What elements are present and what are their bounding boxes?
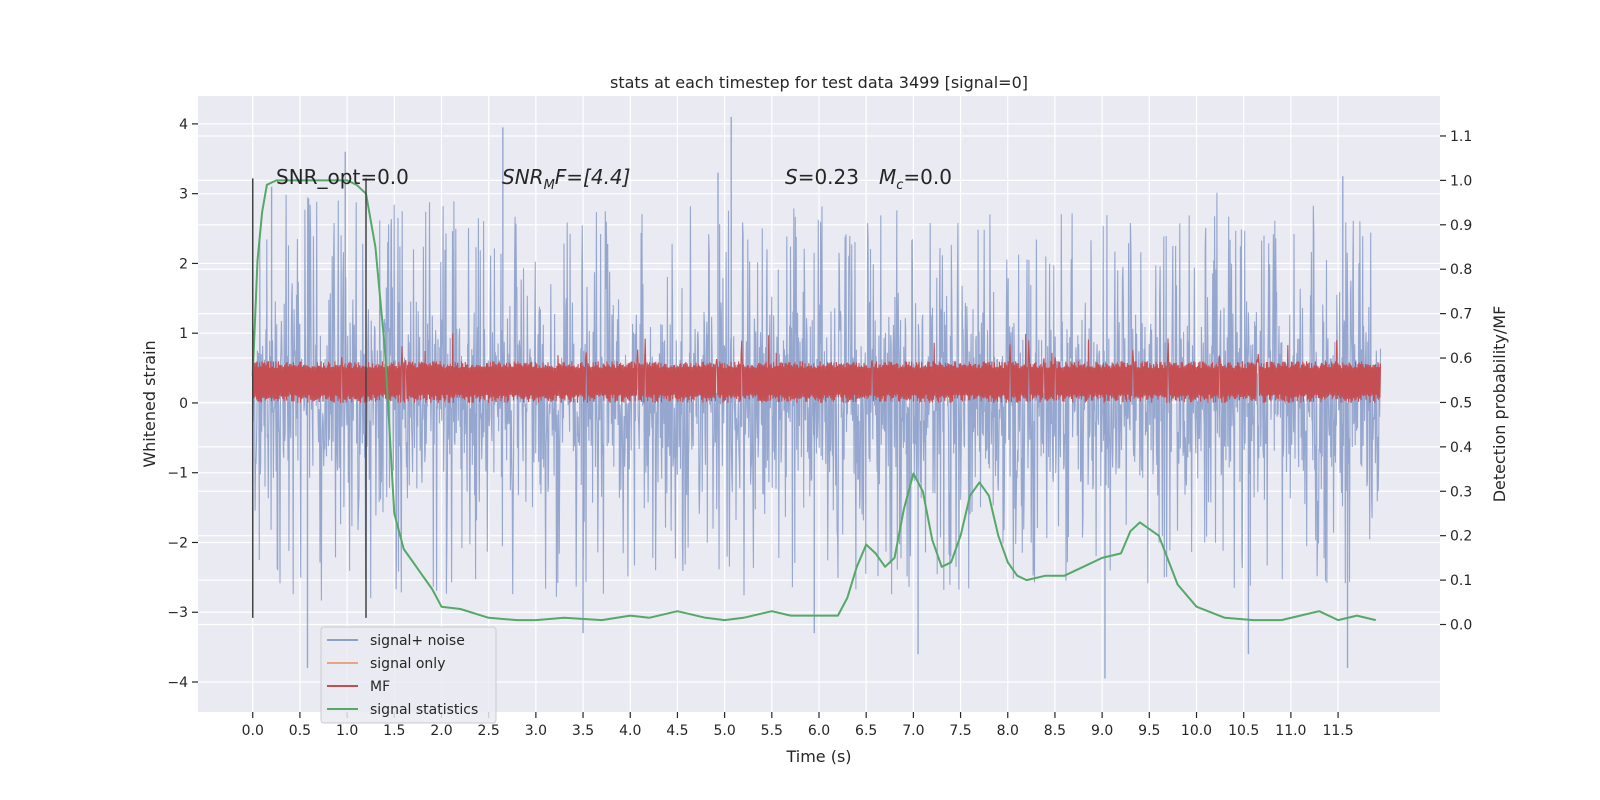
legend-label-signal-statistics: signal statistics (370, 702, 478, 718)
annotation-snr-opt: SNR_opt=0.0 (276, 165, 409, 189)
y-tick-label-left: −2 (167, 535, 188, 551)
x-tick-label: 8.0 (997, 723, 1019, 739)
annotation-s-label: S (785, 165, 798, 189)
series-mf (252, 333, 1382, 404)
annotation-mc-value: =0.0 (903, 165, 952, 189)
y-axis-label-right: Detection probability/MF (1490, 306, 1509, 503)
x-tick-label: 4.0 (619, 723, 641, 739)
legend-label-signal-noise: signal+ noise (370, 633, 465, 649)
y-tick-label-left: 2 (179, 256, 188, 272)
x-tick-label: 10.0 (1181, 723, 1212, 739)
legend-box (320, 626, 497, 724)
x-axis: 0.0 0.5 1.0 1.5 2.0 2.5 3.0 3.5 4.0 4.5 5.0 5.5 6.0 6… (242, 712, 1354, 739)
x-tick-label: 3.5 (572, 723, 594, 739)
y-tick-label-right: 1.1 (1450, 129, 1472, 145)
series-signal-statistics (251, 179, 1377, 622)
y-tick-label-right: 0.6 (1450, 351, 1472, 367)
x-tick-label: 1.5 (383, 723, 405, 739)
annotation-mc-sub: c (896, 178, 903, 193)
y-axis-label-left: Whitened strain (140, 340, 159, 467)
y-tick-label-left: 4 (179, 117, 188, 133)
y-tick-label-left: −3 (167, 605, 188, 621)
x-axis-label: Time (s) (785, 747, 851, 766)
annotation-snr-mf-tail: F=[4.4] (555, 165, 631, 189)
y-tick-label-left: 1 (179, 326, 188, 342)
x-tick-label: 9.5 (1138, 723, 1160, 739)
annotation-s-value: =0.23 (798, 165, 859, 189)
y-tick-label-right: 0.9 (1450, 218, 1472, 234)
annotation-mc-label: M (879, 165, 896, 189)
x-tick-label: 8.5 (1044, 723, 1066, 739)
annotations: SNR_opt=0.0 SNRMF=[4.4] S=0.23 Mc=0.0 (276, 165, 952, 193)
legend-label-mf: MF (370, 679, 390, 695)
x-tick-label: 0.0 (242, 723, 264, 739)
x-tick-label: 11.0 (1275, 723, 1306, 739)
annotation-snr-mf-base: SNR (502, 165, 544, 189)
x-tick-label: 6.0 (808, 723, 830, 739)
x-tick-label: 7.0 (902, 723, 924, 739)
y-tick-label-left: −4 (167, 675, 188, 691)
x-tick-label: 3.0 (525, 723, 547, 739)
left-axis: 4 3 2 1 0 −1 −2 −3 −4 (167, 117, 198, 691)
x-tick-label: 6.5 (855, 723, 877, 739)
annotation-snr-mf-sub: M (544, 178, 555, 193)
y-tick-label-left: −1 (167, 466, 188, 482)
x-tick-label: 0.5 (289, 723, 311, 739)
y-tick-label-left: 0 (179, 396, 188, 412)
x-tick-label: 11.5 (1322, 723, 1353, 739)
y-tick-label-left: 3 (179, 187, 188, 203)
x-tick-label: 2.5 (478, 723, 500, 739)
series-signal-noise (252, 192, 1382, 601)
annotation-mc: Mc=0.0 (879, 165, 952, 193)
annotation-s: S=0.23 (785, 165, 859, 189)
vertical-markers (251, 178, 367, 618)
legend-label-signal-only: signal only (370, 656, 445, 672)
right-axis: 1.1 1.0 0.9 0.8 0.7 0.6 0.5 0.4 0.3 0.2 0.1 0.0 (1440, 129, 1472, 634)
y-tick-label-right: 0.8 (1450, 262, 1472, 278)
y-tick-label-right: 0.4 (1450, 440, 1472, 456)
y-tick-label-right: 0.3 (1450, 484, 1472, 500)
chart-title: stats at each timestep for test data 349… (610, 73, 1028, 92)
x-tick-label: 10.5 (1228, 723, 1259, 739)
series-layer (251, 116, 1382, 679)
x-tick-label: 5.5 (761, 723, 783, 739)
y-tick-label-right: 0.5 (1450, 395, 1472, 411)
x-tick-label: 9.0 (1091, 723, 1113, 739)
x-tick-label: 7.5 (949, 723, 971, 739)
y-tick-label-right: 0.2 (1450, 529, 1472, 545)
x-tick-label: 2.0 (430, 723, 452, 739)
legend: signal+ noise signal only MF signal stat… (320, 626, 497, 724)
x-tick-label: 5.0 (713, 723, 735, 739)
annotation-snr-mf: SNRMF=[4.4] (502, 165, 630, 193)
x-tick-label: 4.5 (666, 723, 688, 739)
y-tick-label-right: 0.0 (1450, 618, 1472, 634)
y-tick-label-right: 0.7 (1450, 307, 1472, 323)
y-tick-label-right: 0.1 (1450, 573, 1472, 589)
y-tick-label-right: 1.0 (1450, 173, 1472, 189)
x-tick-label: 1.0 (336, 723, 358, 739)
